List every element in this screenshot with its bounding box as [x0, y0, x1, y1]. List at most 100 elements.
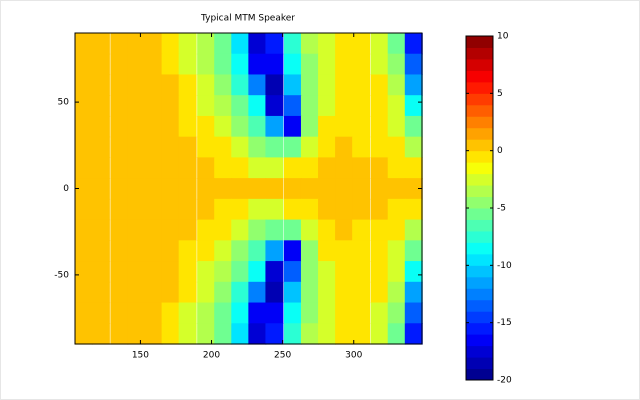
heat-cell [283, 261, 302, 283]
heat-cell [318, 157, 336, 179]
heat-cell [248, 281, 267, 304]
heat-cell [91, 115, 110, 138]
heat-cell [110, 157, 129, 179]
colorbar-segment [466, 230, 493, 243]
heat-cell [144, 157, 163, 179]
heat-cell [144, 95, 163, 117]
heat-cell [404, 157, 423, 179]
heat-cell [161, 33, 180, 55]
heat-cell [300, 74, 319, 96]
heat-cell [144, 178, 163, 200]
heat-cell [300, 281, 319, 304]
colorbar-segment [466, 253, 493, 266]
heat-cell [144, 74, 163, 96]
heat-cell [335, 302, 354, 324]
heat-cell [248, 115, 267, 138]
colorbar-tick-label: -5 [497, 204, 506, 214]
heat-cell [352, 261, 371, 283]
heat-cell [144, 281, 163, 304]
heat-cell [318, 198, 336, 221]
heat-cell [248, 157, 267, 179]
colorbar-tick-label: -10 [497, 261, 512, 271]
heat-cell [178, 219, 197, 241]
heat-cell [283, 240, 302, 262]
heat-cell [74, 323, 93, 345]
heat-cell [370, 53, 389, 76]
heat-cell [110, 178, 129, 200]
heat-cell [127, 198, 146, 221]
heat-cell [404, 219, 423, 241]
heat-cell [197, 95, 216, 117]
heat-cell [144, 198, 163, 221]
heat-cell [197, 198, 216, 221]
heat-cell [387, 136, 406, 158]
heat-cell [178, 74, 197, 96]
heat-cell [178, 281, 197, 304]
heat-cell [370, 178, 389, 200]
heat-cell [178, 323, 197, 345]
colorbar-segment [466, 36, 493, 48]
heat-cell [178, 178, 197, 200]
heat-cell [335, 198, 354, 221]
heat-cell [110, 115, 129, 138]
heat-cell [265, 178, 284, 200]
heat-cell [110, 219, 129, 241]
heat-cell [387, 323, 406, 345]
heat-cell [335, 323, 354, 345]
heat-cell [197, 136, 216, 158]
heat-cell [144, 240, 163, 262]
heat-cell [178, 240, 197, 262]
heat-cell [214, 136, 233, 158]
heat-cell [248, 261, 267, 283]
heat-cell [144, 136, 163, 158]
heat-cell [248, 323, 267, 345]
heat-cell [370, 33, 389, 55]
heat-cell [91, 53, 110, 76]
heat-cell [387, 33, 406, 55]
heat-cell [231, 323, 250, 345]
heat-cell [161, 323, 180, 345]
heat-cell [300, 302, 319, 324]
heat-cell [127, 178, 146, 200]
heat-cell [352, 157, 371, 179]
heat-cell [265, 240, 284, 262]
heat-cell [214, 281, 233, 304]
heat-cell [300, 240, 319, 262]
heat-cell [231, 95, 250, 117]
heat-cell [404, 115, 423, 138]
heat-cell [161, 95, 180, 117]
heat-cell [283, 53, 302, 76]
heat-cell [127, 219, 146, 241]
heat-cell [387, 74, 406, 96]
colorbar-tick-label: -15 [497, 318, 512, 328]
colorbar-tick-label: -20 [497, 376, 512, 386]
heat-cell [161, 261, 180, 283]
heat-cell [370, 74, 389, 96]
heat-cell [74, 53, 93, 76]
colorbar-segment [466, 104, 493, 117]
heat-cell [74, 178, 93, 200]
heat-cell [197, 115, 216, 138]
heat-cell [248, 219, 267, 241]
heat-cell [214, 95, 233, 117]
heat-cell [370, 240, 389, 262]
heat-cell [178, 157, 197, 179]
heat-cell [335, 219, 354, 241]
heat-cell [265, 261, 284, 283]
heat-cell [231, 136, 250, 158]
heat-cell [318, 115, 336, 138]
heat-cell [300, 198, 319, 221]
heat-cell [318, 281, 336, 304]
heat-cell [91, 198, 110, 221]
heat-cell [404, 33, 423, 55]
y-tick-label: 0 [63, 184, 69, 194]
heat-cell [161, 219, 180, 241]
heat-cell [300, 53, 319, 76]
colorbar-segment [466, 139, 493, 152]
heat-cell [91, 157, 110, 179]
heat-cell [144, 53, 163, 76]
heat-cell [197, 53, 216, 76]
heat-cell [178, 53, 197, 76]
heat-cell [91, 95, 110, 117]
heat-cell [335, 136, 354, 158]
